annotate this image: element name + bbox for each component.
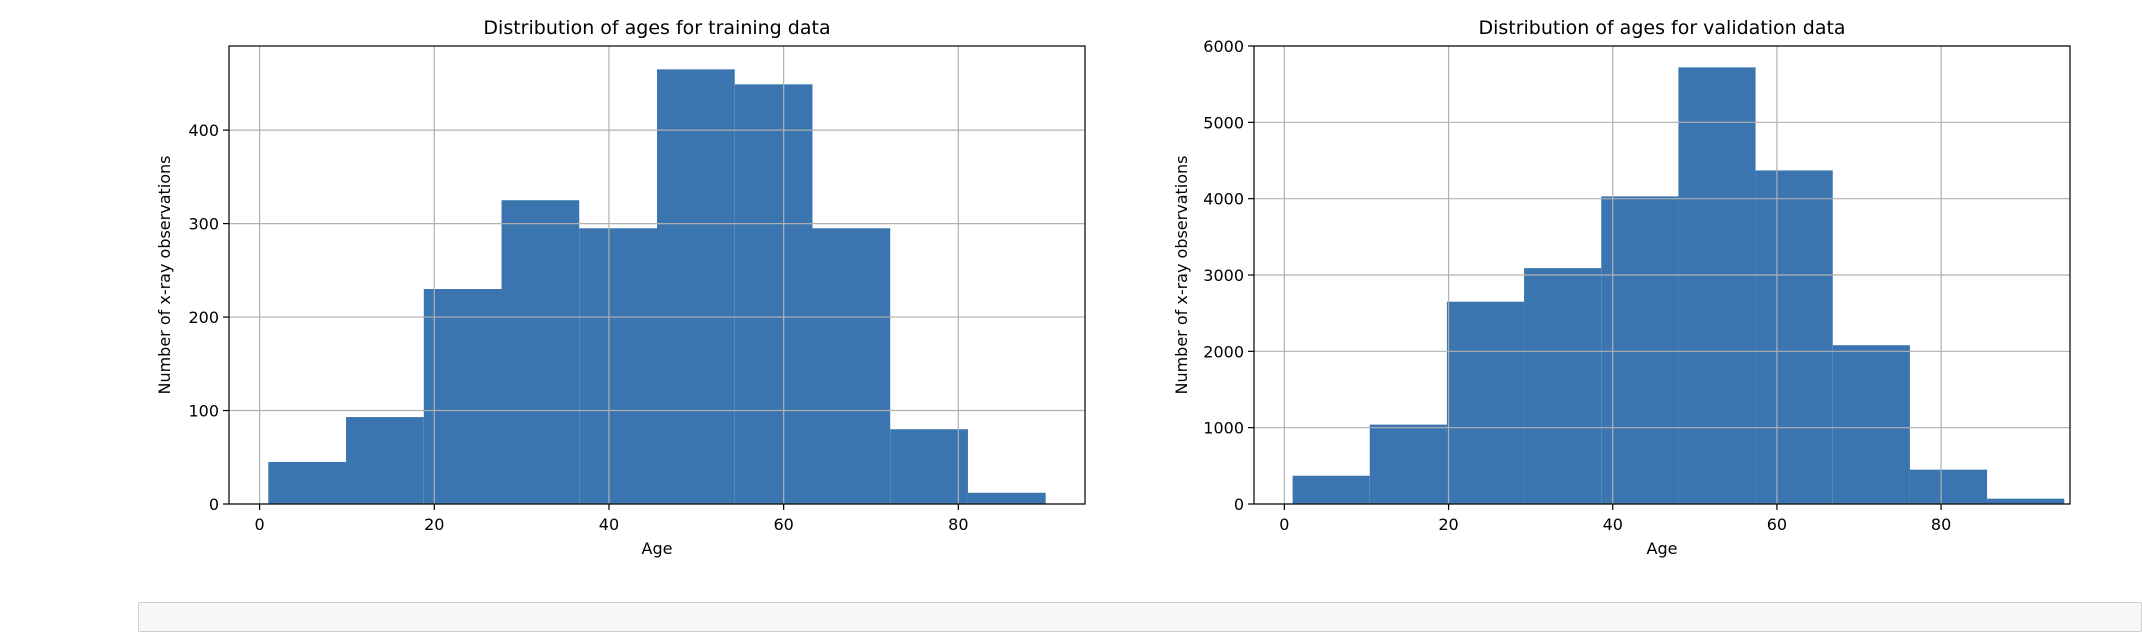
y-tick-label: 200 [188,308,219,327]
y-tick-label: 3000 [1203,266,1244,285]
y-tick-label: 1000 [1203,419,1244,438]
x-tick-label: 0 [1279,515,1289,534]
histogram-bar [1524,268,1602,504]
x-tick-label: 80 [1931,515,1951,534]
y-axis-label: Number of x-ray observations [155,155,174,394]
charts-area: 0 20 40 60 80 0 100 200 300 400 Distribution of ag… [155,17,2071,558]
y-tick-label: 300 [188,215,219,234]
x-tick-label: 80 [948,515,968,534]
x-axis-label: Age [642,539,673,558]
histogram-bar [1832,345,1910,504]
x-tick-label: 40 [599,515,619,534]
x-tick-label: 60 [773,515,793,534]
next-code-cell-input[interactable] [138,602,2142,632]
histogram-bar [1987,498,2065,504]
chart-1: 0 20 40 60 80 0 100 200 300 400 Distribution of ag… [155,17,1086,558]
x-tick-label: 20 [1438,515,1458,534]
histogram-bar [501,200,580,504]
chart-title: Distribution of ages for training data [483,17,830,39]
histogram-bar [1369,424,1447,504]
histogram-bar [1601,196,1679,505]
histogram-bar [812,228,891,504]
histogram-bar [268,461,347,504]
x-tick-label: 40 [1603,515,1623,534]
histogram-bar [734,84,813,504]
y-tick-label: 4000 [1203,190,1244,209]
x-tick-label: 0 [254,515,264,534]
chart-2: 0 20 40 60 80 0 1000 2000 3000 4000 5000 6000 Distri… [1172,17,2071,558]
x-tick-label: 60 [1767,515,1787,534]
x-tick-label: 20 [424,515,444,534]
histogram-bar [657,69,735,505]
y-axis-label: Number of x-ray observations [1172,155,1191,394]
y-tick-label: 400 [188,121,219,140]
chart-title: Distribution of ages for validation data [1478,17,1845,39]
histogram-bar [579,228,657,504]
histogram-bar [1909,469,1988,504]
histogram-bar [1678,67,1756,504]
histogram-bar [1292,475,1370,504]
x-axis-label: Age [1647,539,1678,558]
histogram-bar [1446,301,1525,504]
histogram-bar [967,492,1046,504]
y-tick-label: 0 [209,495,219,514]
y-tick-label: 6000 [1203,37,1244,56]
histogram-bar [890,429,968,504]
y-tick-label: 2000 [1203,342,1244,361]
histogram-bar [346,417,424,504]
y-tick-label: 0 [1234,495,1244,514]
plot-frame [228,45,1086,505]
y-tick-label: 100 [188,402,219,421]
y-tick-label: 5000 [1203,113,1244,132]
histogram-bar [423,289,502,504]
histogram-bar [1755,170,1833,504]
